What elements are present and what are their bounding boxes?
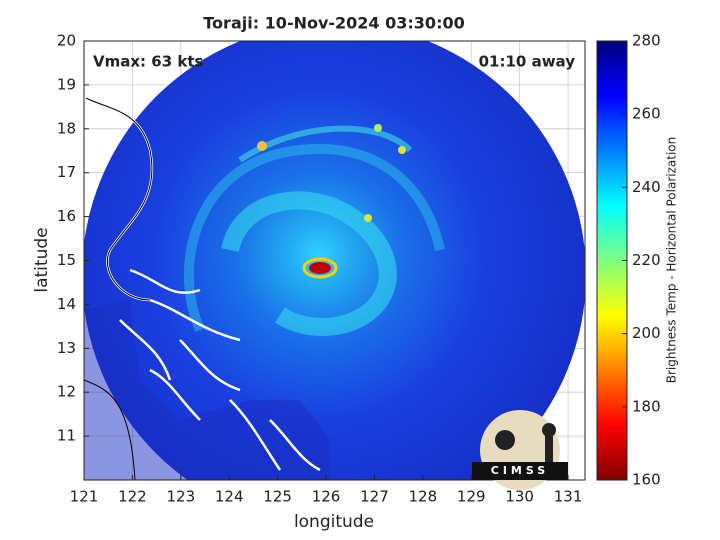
x-tick-label: 131	[554, 488, 583, 506]
x-tick-label: 127	[360, 488, 389, 506]
colorbar-tick-label: 180	[632, 397, 661, 415]
annotation: 01:10 away	[479, 53, 576, 71]
y-tick-label: 19	[57, 75, 76, 93]
y-axis-label: latitude	[32, 227, 52, 292]
colorbar-tick-label: 160	[632, 471, 661, 489]
y-tick-label: 16	[57, 207, 76, 225]
logo: CIMSS	[472, 410, 568, 490]
x-tick-label: 122	[118, 488, 147, 506]
colorbar-tick-label: 240	[632, 178, 661, 196]
colorbar-tick-label: 220	[632, 251, 661, 269]
annotation: Vmax: 63 kts	[93, 53, 203, 71]
x-tick-label: 130	[505, 488, 534, 506]
x-tick-label: 123	[166, 488, 195, 506]
y-tick-label: 18	[57, 119, 76, 137]
x-tick-label: 126	[312, 488, 341, 506]
x-axis-label: longitude	[294, 512, 374, 532]
y-tick-label: 14	[57, 295, 76, 313]
y-tick-label: 20	[57, 32, 76, 50]
colorbar-label: Brightness Temp - Horizontal Polarizatio…	[665, 137, 679, 384]
colorbar-tick-label: 260	[632, 105, 661, 123]
x-tick-label: 129	[457, 488, 486, 506]
colorbar-tick-label: 280	[632, 32, 661, 50]
satellite-swath	[84, 41, 585, 480]
y-tick-label: 15	[57, 251, 76, 269]
colorbar-tick-label: 200	[632, 324, 661, 342]
x-tick-label: 125	[263, 488, 292, 506]
x-tick-label: 124	[215, 488, 244, 506]
logo-text: CIMSS	[491, 464, 549, 477]
x-tick-label: 121	[70, 488, 99, 506]
chart-title: Toraji: 10-Nov-2024 03:30:00	[203, 14, 464, 33]
y-tick-label: 17	[57, 163, 76, 181]
x-tick-label: 128	[409, 488, 438, 506]
y-tick-label: 12	[57, 383, 76, 401]
y-tick-label: 11	[57, 427, 76, 445]
y-tick-label: 13	[57, 339, 76, 357]
